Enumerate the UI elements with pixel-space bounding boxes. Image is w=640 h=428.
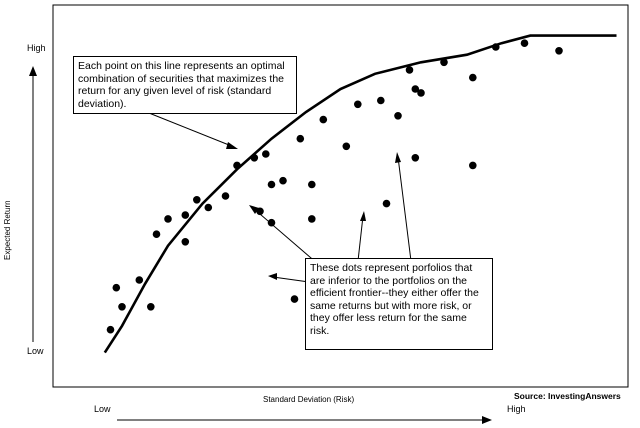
x-axis-label: Standard Deviation (Risk) xyxy=(263,395,355,404)
portfolio-dot-9 xyxy=(181,211,190,219)
portfolio-dot-39 xyxy=(290,295,299,303)
portfolio-dot-24 xyxy=(377,96,385,105)
y-axis-label: Expected Return xyxy=(3,200,12,260)
portfolio-dot-14 xyxy=(250,154,259,162)
portfolio-dot-28 xyxy=(417,89,425,97)
y-tick-low: Low xyxy=(27,346,44,356)
portfolio-dot-2 xyxy=(112,283,121,292)
portfolio-dot-1 xyxy=(106,325,115,334)
portfolio-dot-8 xyxy=(181,238,190,246)
portfolio-dot-31 xyxy=(492,43,500,51)
portfolio-dot-16 xyxy=(256,207,264,216)
portfolio-dot-32 xyxy=(520,39,529,47)
portfolio-dot-17 xyxy=(262,150,270,158)
x-axis-arrow xyxy=(117,416,492,424)
frontier-annotation-box: Each point on this line represents an op… xyxy=(73,56,297,114)
portfolio-dot-29 xyxy=(440,58,448,67)
portfolio-dot-13 xyxy=(233,161,241,170)
portfolio-dot-38 xyxy=(308,215,316,223)
x-tick-low: Low xyxy=(94,404,111,414)
portfolio-dot-5 xyxy=(147,303,155,311)
portfolio-dot-27 xyxy=(411,85,420,93)
portfolio-dot-36 xyxy=(382,199,391,208)
portfolio-dot-26 xyxy=(405,66,414,74)
portfolio-dot-15 xyxy=(267,180,276,189)
portfolio-dot-33 xyxy=(555,47,563,55)
portfolio-dot-12 xyxy=(221,192,230,200)
portfolio-dot-19 xyxy=(296,134,305,143)
source-credit: Source: InvestingAnswers xyxy=(514,391,621,401)
portfolio-dot-34 xyxy=(411,154,420,162)
y-axis-arrow xyxy=(29,66,37,342)
annotation-arrows xyxy=(148,112,412,283)
portfolio-dot-6 xyxy=(152,230,161,238)
portfolio-dots xyxy=(106,39,563,334)
portfolio-dot-22 xyxy=(342,142,351,151)
portfolio-dot-11 xyxy=(204,203,213,212)
portfolio-dot-35 xyxy=(469,161,477,170)
portfolio-dot-21 xyxy=(319,115,328,124)
inferior-portfolios-annotation-box: These dots represent porfolios that are … xyxy=(305,258,493,350)
portfolio-dot-18 xyxy=(279,176,287,185)
portfolio-dot-25 xyxy=(394,112,402,120)
portfolio-dot-23 xyxy=(354,100,362,109)
portfolio-dot-7 xyxy=(164,215,172,223)
portfolio-dot-3 xyxy=(118,303,126,311)
efficient-frontier-line xyxy=(103,34,617,354)
portfolio-dot-37 xyxy=(267,218,276,227)
portfolio-dot-30 xyxy=(469,73,477,82)
portfolio-dot-4 xyxy=(135,276,144,284)
y-tick-high: High xyxy=(27,43,46,53)
portfolio-dot-20 xyxy=(308,180,316,189)
portfolio-dot-10 xyxy=(193,196,201,204)
x-tick-high: High xyxy=(507,404,526,414)
